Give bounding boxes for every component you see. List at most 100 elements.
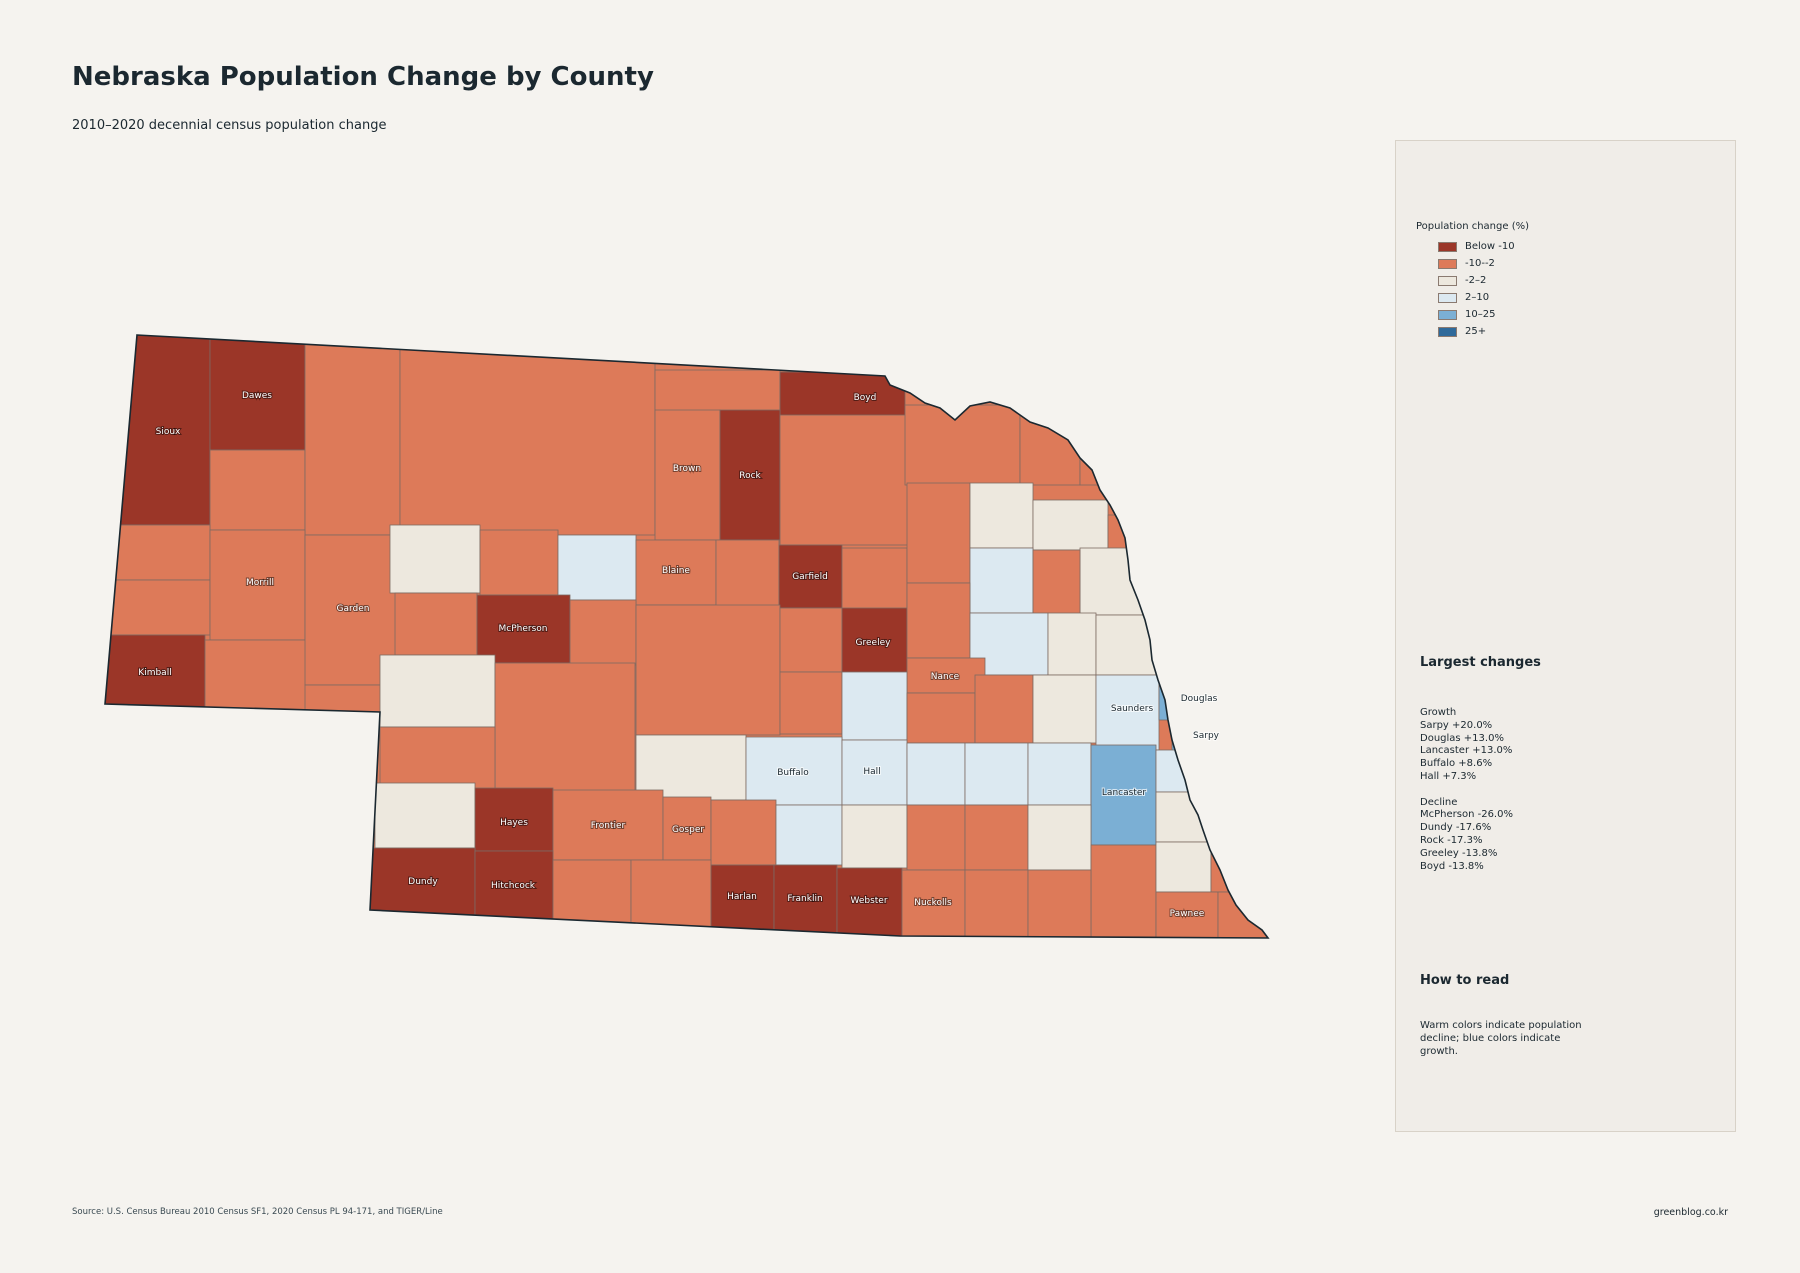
how-to-read-text: Warm colors indicate population decline;… [1420, 1020, 1582, 1057]
county-morrill[interactable] [209, 529, 306, 641]
county-butler[interactable] [1032, 674, 1097, 744]
county-sheridan[interactable] [304, 330, 401, 536]
county-richardson[interactable] [1217, 891, 1278, 940]
growth-item: Lancaster +13.0% [1420, 745, 1513, 757]
growth-item: Hall +7.3% [1420, 770, 1477, 782]
legend-swatch [1438, 326, 1457, 337]
county-blaine[interactable] [635, 539, 717, 606]
county-clay[interactable] [906, 804, 966, 871]
county-pierce[interactable] [969, 482, 1034, 549]
county-scotts-bluff[interactable] [100, 524, 211, 581]
county-label-pawnee: Pawnee [1170, 909, 1205, 919]
county-boone[interactable] [906, 582, 971, 659]
county-antelope[interactable] [906, 482, 971, 584]
county-lincoln[interactable] [494, 662, 636, 792]
county-kimball[interactable] [100, 634, 206, 716]
county-nemaha[interactable] [1210, 841, 1271, 893]
county-nuckolls[interactable] [901, 869, 966, 938]
county-garfield[interactable] [778, 544, 843, 609]
county-otoe[interactable] [1155, 791, 1240, 843]
county-hooker[interactable] [479, 529, 559, 596]
county-polk[interactable] [974, 674, 1034, 744]
county-knox[interactable] [904, 404, 1021, 486]
county-brown[interactable] [654, 409, 721, 541]
county-hitchcock[interactable] [474, 850, 554, 922]
county-label-greeley: Greeley [856, 638, 892, 648]
county-madison[interactable] [969, 547, 1034, 614]
county-label-dawes: Dawes [242, 391, 272, 401]
legend-label: 2–10 [1465, 292, 1490, 303]
county-grant[interactable] [389, 524, 481, 594]
county-cass[interactable] [1155, 749, 1240, 793]
county-cuming[interactable] [1142, 549, 1209, 626]
county-boone-n[interactable] [1032, 549, 1081, 616]
county-colfax[interactable] [1047, 612, 1097, 676]
county-deuel[interactable] [304, 684, 386, 726]
county-sherman[interactable] [779, 671, 843, 735]
county-rock[interactable] [719, 409, 781, 541]
county-box-butte[interactable] [209, 449, 306, 531]
county-stanton[interactable] [1079, 547, 1144, 616]
county-mcpherson[interactable] [476, 594, 571, 664]
county-seward[interactable] [1027, 742, 1092, 806]
county-adams[interactable] [841, 804, 908, 869]
county-perkins[interactable] [379, 726, 496, 792]
county-hall[interactable] [841, 739, 908, 806]
county-wayne[interactable] [1032, 499, 1109, 551]
county-phelps[interactable] [710, 799, 777, 866]
legend-label: -2–2 [1465, 275, 1487, 286]
county-cherry[interactable] [399, 339, 656, 536]
legend-label: 25+ [1465, 326, 1487, 337]
county-nance[interactable] [906, 657, 986, 694]
county-hamilton[interactable] [906, 742, 966, 806]
county-valley[interactable] [779, 607, 843, 673]
county-gage[interactable] [1090, 844, 1157, 940]
source-note: Source: U.S. Census Bureau 2010 Census S… [72, 1207, 443, 1217]
county-buffalo[interactable] [745, 736, 843, 806]
county-thomas[interactable] [557, 534, 637, 601]
county-dodge[interactable] [1095, 614, 1160, 676]
spacer [1420, 784, 1513, 797]
county-saunders[interactable] [1095, 674, 1160, 751]
county-arthur[interactable] [394, 592, 478, 656]
county-kearney[interactable] [775, 804, 843, 866]
county-dawson[interactable] [635, 734, 747, 801]
county-washington[interactable] [1158, 624, 1240, 681]
county-keith[interactable] [379, 654, 496, 728]
county-dixon[interactable] [1079, 429, 1121, 486]
county-loup[interactable] [715, 539, 780, 608]
county-label-kimball: Kimball [138, 668, 171, 678]
county-hayes[interactable] [474, 787, 554, 852]
legend-item: 2–10 [1416, 289, 1529, 306]
county-howard[interactable] [841, 671, 908, 741]
county-furnas[interactable] [630, 859, 712, 929]
county-johnson[interactable] [1155, 841, 1212, 893]
credit-link[interactable]: greenblog.co.kr [1653, 1207, 1728, 1218]
county-frontier[interactable] [552, 789, 664, 861]
county-holt[interactable] [779, 414, 911, 546]
county-label-garfield: Garfield [792, 572, 828, 582]
county-merrick[interactable] [906, 692, 976, 744]
legend-label: 10–25 [1465, 309, 1496, 320]
county-label-hayes: Hayes [500, 818, 528, 828]
county-label-saunders: Saunders [1111, 704, 1154, 714]
county-dakota[interactable] [1119, 459, 1171, 516]
county-red-willow[interactable] [552, 859, 632, 926]
county-banner[interactable] [100, 579, 211, 636]
county-chase[interactable] [374, 782, 476, 849]
county-wheeler[interactable] [841, 547, 908, 611]
county-fillmore[interactable] [964, 804, 1029, 871]
county-keya-paha[interactable] [654, 369, 781, 416]
county-custer[interactable] [635, 604, 781, 736]
county-label-dundy: Dundy [408, 877, 438, 887]
county-jefferson[interactable] [1027, 869, 1092, 938]
county-logan[interactable] [569, 599, 637, 666]
county-sioux[interactable] [100, 320, 211, 526]
county-greeley[interactable] [841, 607, 908, 673]
county-york[interactable] [964, 742, 1029, 806]
county-saline[interactable] [1027, 804, 1092, 871]
county-franklin[interactable] [773, 864, 838, 934]
county-thayer[interactable] [964, 869, 1029, 938]
decline-item: Dundy -17.6% [1420, 822, 1492, 834]
county-lancaster[interactable] [1090, 744, 1157, 846]
